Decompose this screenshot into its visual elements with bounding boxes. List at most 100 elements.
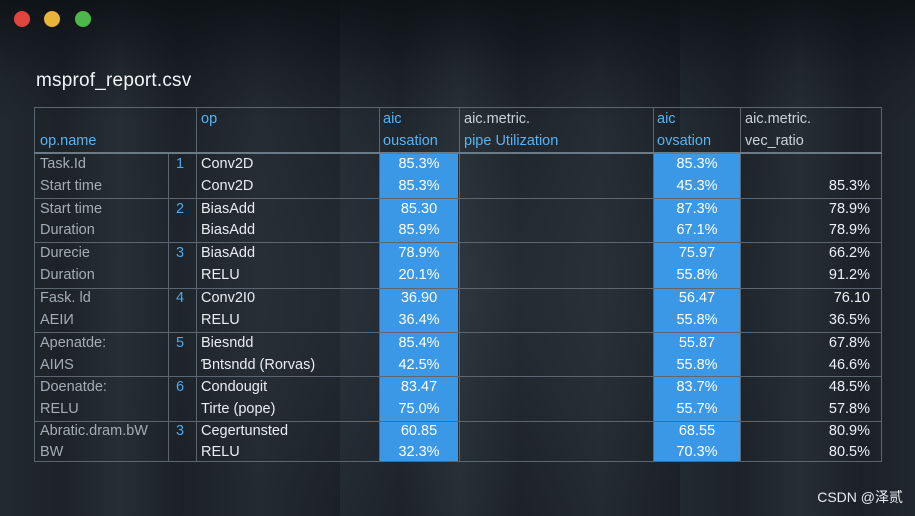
row-name: Duration bbox=[40, 222, 95, 238]
row-aic-value: 85.3% bbox=[398, 178, 440, 194]
file-title: msprof_report.csv bbox=[36, 70, 192, 91]
table-row[interactable]: Apenatde: 5 Biesndd 85.4% 55.87 67.8% bbox=[34, 333, 882, 355]
row-aic-value: 85.4% bbox=[398, 335, 440, 351]
row-aic2-value: 85.3% bbox=[676, 156, 718, 172]
window-titlebar bbox=[0, 0, 915, 40]
header-aic-1[interactable]: aic bbox=[383, 111, 402, 127]
row-name: Apenatde: bbox=[40, 335, 107, 351]
header-metric-1-sub: pipe Utilization bbox=[464, 133, 559, 149]
row-op: Ɓntsndd (Rorvas) bbox=[201, 357, 316, 373]
row-op: Conv2I0 bbox=[201, 290, 256, 306]
row-aic2-value: 55.8% bbox=[676, 312, 718, 328]
row-index: 2 bbox=[175, 201, 185, 217]
row-name: BW bbox=[40, 444, 64, 460]
row-op: Conv2D bbox=[201, 156, 254, 172]
header-aic-2[interactable]: aic bbox=[657, 111, 676, 127]
minimize-button[interactable] bbox=[44, 11, 60, 27]
row-op: BiasAdd bbox=[201, 222, 256, 238]
row-aic-value: 60.85 bbox=[400, 423, 438, 439]
row-aic2-value: 68.55 bbox=[678, 423, 716, 439]
row-op: Conv2D bbox=[201, 178, 254, 194]
row-aic-value: 85.3% bbox=[398, 156, 440, 172]
row-aic-value: 75.0% bbox=[398, 401, 440, 417]
row-vec-ratio: 91.2% bbox=[828, 267, 870, 283]
maximize-button[interactable] bbox=[75, 11, 91, 27]
table-row[interactable]: Fask. ld 4 Conv2I0 36.90 56.47 76.10 bbox=[34, 288, 882, 310]
row-op: BiasAdd bbox=[201, 245, 256, 261]
row-aic-value: 36.90 bbox=[400, 290, 438, 306]
row-vec-ratio: 80.5% bbox=[828, 444, 870, 460]
header-aic-2-sub: ovsation bbox=[657, 133, 712, 149]
row-aic-value: 36.4% bbox=[398, 312, 440, 328]
row-aic2-value: 55.7% bbox=[676, 401, 718, 417]
row-op: Biesndd bbox=[201, 335, 254, 351]
row-name: Abratic.dram.bW bbox=[40, 423, 148, 439]
header-op[interactable]: op bbox=[201, 111, 218, 127]
row-vec-ratio: 36.5% bbox=[828, 312, 870, 328]
row-index: 6 bbox=[175, 379, 185, 395]
table-row[interactable]: Durecie 3 BiasAdd 78.9% 75.97 66.2% bbox=[34, 243, 882, 265]
row-vec-ratio: 67.8% bbox=[828, 335, 870, 351]
header-aic-1-sub: ousation bbox=[383, 133, 438, 149]
row-vec-ratio: 66.2% bbox=[828, 245, 870, 261]
row-op: BiasAdd bbox=[201, 201, 256, 217]
row-aic-value: 85.9% bbox=[398, 222, 440, 238]
row-vec-ratio: 78.9% bbox=[828, 222, 870, 238]
row-aic-value: 78.9% bbox=[398, 245, 440, 261]
table-row[interactable]: Task.Id 1 Conv2D 85.3% 85.3% bbox=[34, 154, 882, 176]
row-op: Tirte (pope) bbox=[201, 401, 276, 417]
row-vec-ratio: 46.6% bbox=[828, 357, 870, 373]
header-metric-2[interactable]: aic.metric. bbox=[745, 111, 812, 127]
row-aic-value: 85.30 bbox=[400, 201, 438, 217]
row-name: Doenatde: bbox=[40, 379, 107, 395]
row-aic-value: 32.3% bbox=[398, 444, 440, 460]
row-name: Start time bbox=[40, 178, 103, 194]
table-row[interactable]: BW RELU 32.3% 70.3% 80.5% bbox=[34, 442, 882, 462]
row-aic2-value: 67.1% bbox=[676, 222, 718, 238]
row-name: Durecie bbox=[40, 245, 90, 261]
table-row[interactable]: Start time 2 BiasAdd 85.30 87.3% 78.9% bbox=[34, 199, 882, 221]
row-aic2-value: 56.47 bbox=[678, 290, 716, 306]
table-row[interactable]: Duration RELU 20.1% 55.8% 91.2% bbox=[34, 265, 882, 287]
table-row[interactable]: Abratic.dram.bW 3 Cegertunsted 60.85 68.… bbox=[34, 421, 882, 443]
table-row[interactable]: AEIИ RELU 36.4% 55.8% 36.5% bbox=[34, 310, 882, 332]
header-op-name[interactable]: op.name bbox=[40, 133, 97, 149]
row-name: Fask. ld bbox=[40, 290, 91, 306]
row-name: AIИS bbox=[40, 357, 74, 373]
row-vec-ratio: 76.10 bbox=[833, 290, 870, 306]
row-aic-value: 83.47 bbox=[400, 379, 438, 395]
header-metric-1[interactable]: aic.metric. bbox=[464, 111, 531, 127]
row-aic2-value: 45.3% bbox=[676, 178, 718, 194]
row-vec-ratio: 80.9% bbox=[828, 423, 870, 439]
row-vec-ratio: 48.5% bbox=[828, 379, 870, 395]
row-index: 3 bbox=[175, 423, 185, 439]
row-op: RELU bbox=[201, 267, 240, 283]
row-aic2-value: 70.3% bbox=[676, 444, 718, 460]
row-vec-ratio: 85.3% bbox=[828, 178, 870, 194]
row-name: AEIИ bbox=[40, 312, 74, 328]
table-row[interactable]: AIИS Ɓntsndd (Rorvas) 42.5% 55.8% 46.6% bbox=[34, 355, 882, 377]
row-aic-value: 20.1% bbox=[398, 267, 440, 283]
row-op: RELU bbox=[201, 444, 240, 460]
table-row[interactable]: Doenatde: 6 Condougit 83.47 83.7% 48.5% bbox=[34, 377, 882, 399]
row-aic-value: 42.5% bbox=[398, 357, 440, 373]
row-index: 5 bbox=[175, 335, 185, 351]
watermark: CSDN @泽贰 bbox=[817, 489, 903, 505]
row-op: Cegertunsted bbox=[201, 423, 289, 439]
close-button[interactable] bbox=[14, 11, 30, 27]
row-aic2-value: 87.3% bbox=[676, 201, 718, 217]
table-row[interactable]: Duration BiasAdd 85.9% 67.1% 78.9% bbox=[34, 220, 882, 242]
table-row[interactable]: RELU Tirte (pope) 75.0% 55.7% 57.8% bbox=[34, 399, 882, 421]
row-vec-ratio: 57.8% bbox=[828, 401, 870, 417]
row-aic2-value: 55.8% bbox=[676, 357, 718, 373]
aic-column-highlight bbox=[380, 154, 458, 462]
row-name: Task.Id bbox=[40, 156, 86, 172]
row-aic2-value: 83.7% bbox=[676, 379, 718, 395]
row-op: RELU bbox=[201, 312, 240, 328]
header-metric-2-sub: vec_ratio bbox=[745, 133, 804, 149]
table-row[interactable]: Start time Conv2D 85.3% 45.3% 85.3% bbox=[34, 176, 882, 198]
row-index: 3 bbox=[175, 245, 185, 261]
row-vec-ratio: 78.9% bbox=[828, 201, 870, 217]
row-index: 4 bbox=[175, 290, 185, 306]
report-table: op.name op aic ousation aic.metric. pipe… bbox=[34, 107, 882, 462]
